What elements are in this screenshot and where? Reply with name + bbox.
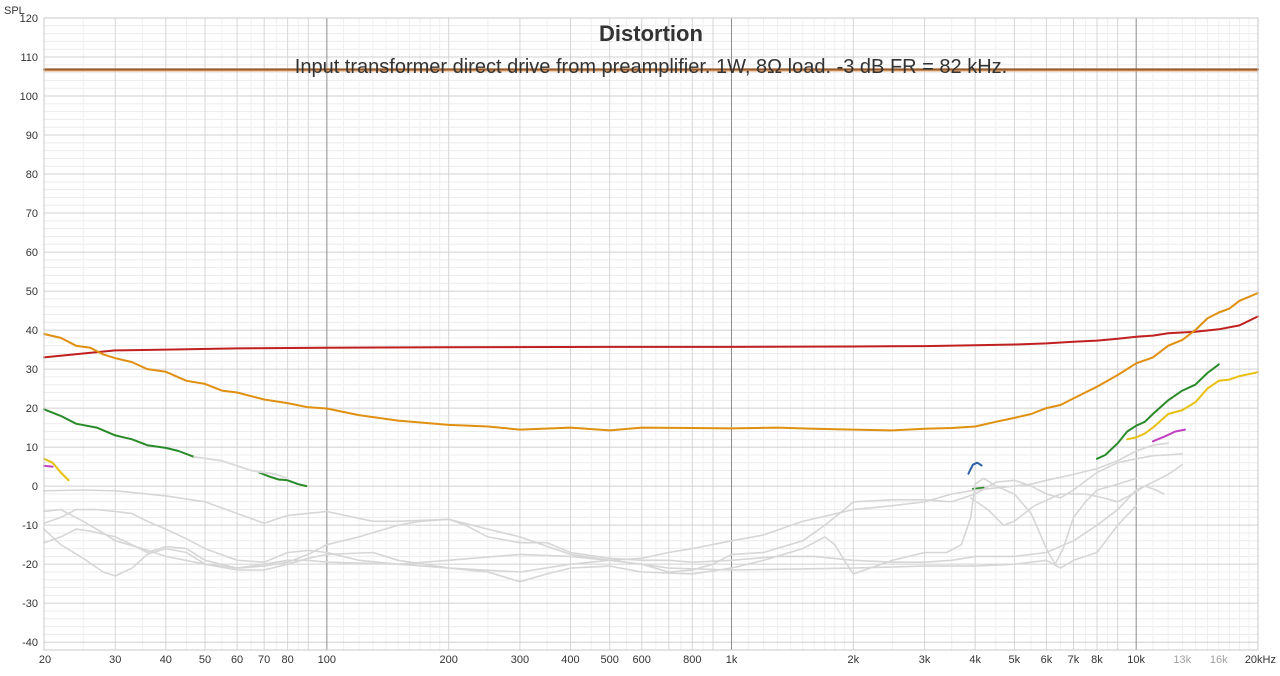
x-tick-label: 40 — [160, 654, 172, 666]
series-line-5 — [258, 471, 308, 488]
series-line-14 — [43, 489, 1137, 571]
series-line-12 — [967, 461, 983, 475]
x-tick-label: 7k — [1068, 654, 1080, 666]
series-line-2 — [43, 315, 1259, 359]
series-layer — [42, 68, 1260, 583]
y-tick-label: -20 — [22, 559, 38, 571]
x-tick-label: 3k — [919, 654, 931, 666]
y-axis-label: SPL — [4, 5, 25, 17]
y-tick-label: 60 — [26, 247, 38, 259]
series-line-3 — [43, 292, 1259, 432]
x-tick-label: 13k — [1173, 654, 1191, 666]
series-line-9 — [1126, 371, 1259, 441]
major-grid — [44, 17, 1258, 650]
x-tick-label: 1k — [726, 654, 738, 666]
chart-subtitle: Input transformer direct drive from prea… — [295, 56, 1007, 78]
y-tick-label: 100 — [20, 91, 38, 103]
x-tick-label: 10k — [1127, 654, 1145, 666]
x-tick-label: 20kHz — [1245, 654, 1276, 666]
chart-title: Distortion — [599, 21, 703, 46]
x-tick-label: 6k — [1041, 654, 1053, 666]
x-tick-label: 4k — [969, 654, 981, 666]
x-tick-label: 5k — [1009, 654, 1021, 666]
series-line-19 — [969, 485, 1165, 527]
y-tick-label: -30 — [22, 598, 38, 610]
y-tick-label: 120 — [20, 13, 38, 25]
y-tick-label: 90 — [26, 130, 38, 142]
x-tick-label: 600 — [633, 654, 651, 666]
y-tick-label: 80 — [26, 169, 38, 181]
x-tick-label: 100 — [318, 654, 336, 666]
x-tick-label: 30 — [109, 654, 121, 666]
series-line-13 — [193, 455, 289, 480]
x-tick-label: 2k — [848, 654, 860, 666]
y-tick-label: 0 — [32, 481, 38, 493]
y-tick-label: 10 — [26, 442, 38, 454]
series-line-11 — [1151, 428, 1186, 443]
x-tick-label: 70 — [258, 654, 270, 666]
y-tick-label: 40 — [26, 325, 38, 337]
series-line-4 — [43, 408, 196, 458]
x-tick-label: 20 — [39, 654, 51, 666]
plot-frame — [43, 17, 1259, 651]
y-tick-label: 70 — [26, 208, 38, 220]
y-tick-label: 110 — [20, 52, 38, 64]
x-tick-label: 800 — [683, 654, 701, 666]
minor-grid — [43, 18, 1259, 650]
x-axis-tick-labels: 20 30 40 50 60 70 80 100 200 300 400 500 600 800 1k 2k 3… — [39, 654, 1276, 666]
y-tick-label: 50 — [26, 286, 38, 298]
y-tick-label: 30 — [26, 364, 38, 376]
x-tick-label: 60 — [231, 654, 243, 666]
x-tick-label: 8k — [1091, 654, 1103, 666]
x-tick-label: 300 — [511, 654, 529, 666]
x-tick-label: 200 — [439, 654, 457, 666]
series-line-6 — [1096, 363, 1220, 460]
x-tick-label: 400 — [561, 654, 579, 666]
x-tick-label: 80 — [282, 654, 294, 666]
x-tick-label: 16k — [1210, 654, 1228, 666]
series-line-17 — [43, 452, 1184, 573]
series-line-8 — [43, 457, 70, 482]
y-tick-label: 20 — [26, 403, 38, 415]
x-tick-label: 500 — [601, 654, 619, 666]
y-tick-label: -40 — [22, 637, 38, 649]
series-line-18 — [43, 477, 1137, 583]
y-tick-label: -10 — [22, 520, 38, 532]
series-line-10 — [43, 464, 54, 468]
x-tick-label: 50 — [199, 654, 211, 666]
